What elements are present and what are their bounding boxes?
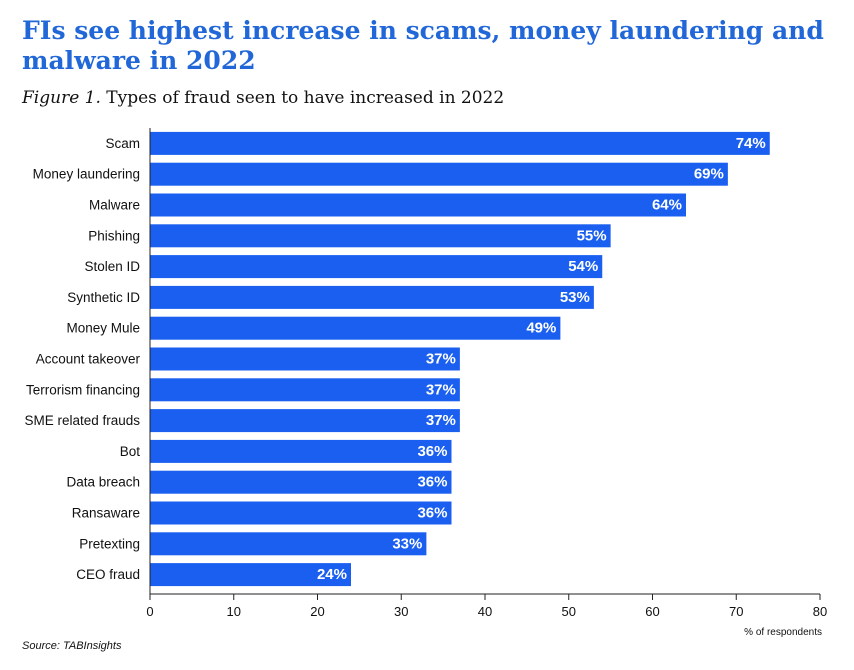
figure-label: Figure 1. bbox=[22, 88, 101, 108]
value-label: 37% bbox=[426, 412, 456, 429]
value-label: 36% bbox=[417, 505, 447, 522]
x-axis-label: % of respondents bbox=[744, 627, 822, 638]
bar bbox=[150, 193, 686, 217]
category-label: SME related frauds bbox=[24, 413, 140, 428]
category-label: Phishing bbox=[88, 228, 140, 243]
bar bbox=[150, 316, 561, 340]
source-note: Source: TABInsights bbox=[22, 640, 122, 652]
category-label: Bot bbox=[120, 444, 141, 459]
chart-title: FIs see highest increase in scams, money… bbox=[22, 16, 824, 75]
category-label: Account takeover bbox=[36, 352, 141, 367]
x-tick-label: 40 bbox=[478, 604, 492, 619]
x-tick-label: 70 bbox=[729, 604, 743, 619]
category-label: Data breach bbox=[66, 475, 140, 490]
category-label: Pretexting bbox=[79, 536, 140, 551]
value-label: 37% bbox=[426, 381, 456, 398]
category-label: Synthetic ID bbox=[67, 290, 140, 305]
x-tick-label: 60 bbox=[645, 604, 659, 619]
category-label: Money laundering bbox=[33, 167, 140, 182]
bar bbox=[150, 439, 452, 463]
category-label: Money Mule bbox=[66, 321, 140, 336]
value-label: 53% bbox=[560, 289, 590, 306]
bar bbox=[150, 224, 611, 248]
value-label: 36% bbox=[417, 443, 447, 460]
value-label: 69% bbox=[694, 166, 724, 183]
value-label: 36% bbox=[417, 474, 447, 491]
category-label: Stolen ID bbox=[84, 259, 140, 274]
x-axis: 0 10 20 30 40 50 60 70 80 bbox=[146, 128, 827, 619]
bar bbox=[150, 409, 460, 433]
bar bbox=[150, 347, 460, 371]
category-label: CEO fraud bbox=[76, 567, 140, 582]
value-label: 33% bbox=[392, 535, 422, 552]
bar bbox=[150, 131, 770, 155]
category-label: Terrorism financing bbox=[26, 382, 140, 397]
value-label: 55% bbox=[577, 227, 607, 244]
value-label: 64% bbox=[652, 197, 682, 214]
bar bbox=[150, 470, 452, 494]
bar bbox=[150, 255, 603, 279]
value-label: 49% bbox=[526, 320, 556, 337]
x-tick-label: 10 bbox=[227, 604, 241, 619]
bar bbox=[150, 563, 351, 587]
bar bbox=[150, 532, 427, 556]
value-label: 74% bbox=[736, 135, 766, 152]
x-tick-label: 30 bbox=[394, 604, 408, 619]
chart-subtitle: Figure 1. Types of fraud seen to have in… bbox=[22, 88, 504, 108]
bar bbox=[150, 162, 728, 186]
bars-group: Scam 74% Money laundering 69% Malware 64% Phis… bbox=[24, 131, 770, 587]
category-label: Malware bbox=[89, 198, 140, 213]
bar bbox=[150, 501, 452, 525]
value-label: 37% bbox=[426, 351, 456, 368]
x-tick-label: 50 bbox=[562, 604, 576, 619]
x-tick-label: 80 bbox=[813, 604, 827, 619]
subtitle-text: Types of fraud seen to have increased in… bbox=[106, 88, 505, 108]
value-label: 54% bbox=[568, 258, 598, 275]
value-label: 24% bbox=[317, 566, 347, 583]
category-label: Ransaware bbox=[72, 506, 140, 521]
bar bbox=[150, 378, 460, 402]
category-label: Scam bbox=[105, 136, 140, 151]
x-tick-label: 0 bbox=[146, 604, 153, 619]
bar bbox=[150, 285, 594, 309]
x-tick-label: 20 bbox=[310, 604, 324, 619]
